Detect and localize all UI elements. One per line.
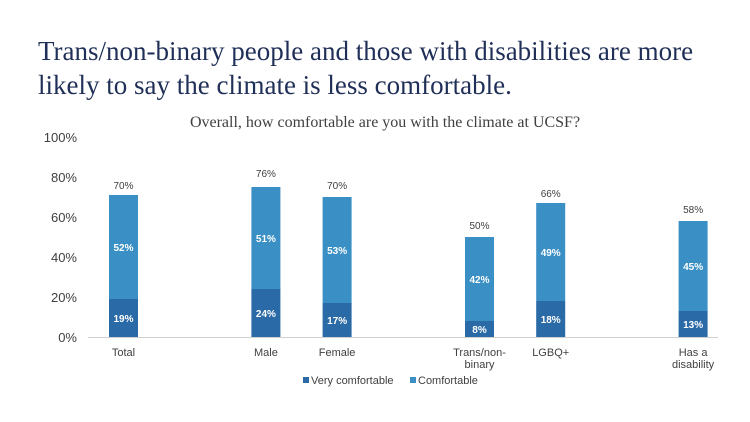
x-category-label: Total [112, 347, 135, 359]
bar-segment-comfortable [465, 237, 494, 321]
bar-total-label: 66% [541, 189, 561, 200]
x-axis: Total Male Female Trans/non-binary LGBQ+ Has … [88, 337, 718, 371]
bar-data-label: 8% [472, 325, 487, 336]
bar-total-label: 50% [469, 221, 489, 232]
x-category-label: Trans/non- [453, 347, 506, 359]
bar-segment-very-comfortable [678, 311, 708, 337]
legend: Very comfortable Comfortable [303, 375, 478, 387]
x-category-label: Has a [679, 347, 709, 359]
bar-data-label: 42% [469, 275, 489, 286]
chart-title: Overall, how comfortable are you with th… [190, 114, 580, 131]
x-category-label: disability [672, 359, 715, 371]
bar-segment-very-comfortable [465, 321, 494, 337]
y-tick-label: 40% [51, 250, 77, 265]
headline-line-2: likely to say the climate is less comfor… [38, 70, 512, 100]
y-tick-label: 20% [51, 290, 77, 305]
bar-data-label: 51% [256, 234, 276, 245]
bar-segment-comfortable [678, 221, 708, 311]
bar-segment-comfortable [109, 195, 138, 299]
y-tick-label: 0% [58, 330, 77, 345]
y-tick-label: 60% [51, 210, 77, 225]
bar-segment-very-comfortable [109, 299, 138, 337]
bar-data-label: 13% [683, 320, 703, 331]
y-tick-label: 80% [51, 170, 77, 185]
bar-data-label: 52% [113, 243, 133, 254]
bar-segment-very-comfortable [322, 303, 352, 337]
bar-data-label: 19% [113, 314, 133, 325]
bar-segment-comfortable [536, 203, 566, 301]
y-tick-label: 100% [44, 130, 78, 145]
x-category-label: Male [254, 347, 278, 359]
bar-data-label: 24% [256, 309, 276, 320]
legend-label: Very comfortable [311, 375, 394, 387]
bars: 19% 52% 70% 24% 51% 76% 17% 53% 70% 8% 42% 50% 18% 49… [109, 169, 708, 337]
bar-total-label: 58% [683, 205, 703, 216]
bar-data-label: 45% [683, 262, 703, 273]
bar-total-label: 70% [113, 181, 133, 192]
x-category-label: Female [319, 347, 356, 359]
headline-line-1: Trans/non-binary people and those with d… [38, 36, 694, 66]
bar-segment-very-comfortable [536, 301, 566, 337]
x-category-label: binary [465, 359, 495, 371]
bar-data-label: 53% [327, 246, 347, 257]
legend-swatch [303, 377, 309, 383]
bar-segment-comfortable [322, 197, 352, 303]
bar-data-label: 49% [541, 248, 561, 259]
x-category-label: LGBQ+ [532, 347, 569, 359]
bar-data-label: 18% [541, 315, 561, 326]
bar-total-label: 76% [256, 169, 276, 180]
bar-total-label: 70% [327, 181, 347, 192]
bar-data-label: 17% [327, 316, 347, 327]
legend-label: Comfortable [418, 375, 478, 387]
bar-segment-comfortable [251, 187, 281, 289]
legend-swatch [410, 377, 416, 383]
slide-headline: Trans/non-binary people and those with d… [38, 34, 738, 102]
y-axis: 0% 20% 40% 60% 80% 100% [44, 130, 78, 345]
bar-segment-very-comfortable [251, 289, 281, 337]
